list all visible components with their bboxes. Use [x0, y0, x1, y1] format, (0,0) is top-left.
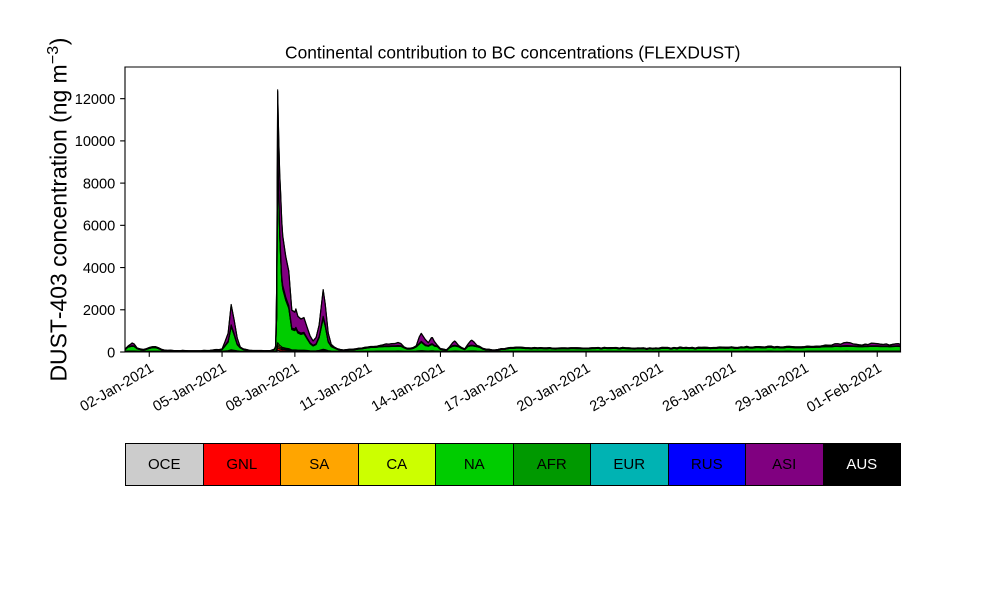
svg-text:20-Jan-2021: 20-Jan-2021: [514, 360, 593, 415]
svg-text:10000: 10000: [75, 134, 116, 150]
svg-text:Continental contribution to BC: Continental contribution to BC concentra…: [285, 43, 740, 63]
svg-text:23-Jan-2021: 23-Jan-2021: [587, 360, 666, 415]
svg-text:08-Jan-2021: 08-Jan-2021: [223, 360, 302, 415]
svg-text:05-Jan-2021: 05-Jan-2021: [150, 360, 229, 415]
svg-text:2000: 2000: [83, 303, 115, 319]
svg-text:26-Jan-2021: 26-Jan-2021: [660, 360, 739, 415]
svg-text:29-Jan-2021: 29-Jan-2021: [733, 360, 812, 415]
svg-text:01-Feb-2021: 01-Feb-2021: [804, 360, 884, 416]
svg-text:6000: 6000: [83, 219, 115, 235]
svg-text:14-Jan-2021: 14-Jan-2021: [369, 360, 448, 415]
svg-text:17-Jan-2021: 17-Jan-2021: [442, 360, 521, 415]
svg-text:11-Jan-2021: 11-Jan-2021: [297, 360, 375, 414]
svg-text:D U S T: D U S T - 4 0 3 c o n c e n t r a t i o …: [38, 31, 72, 381]
svg-text:02-Jan-2021: 02-Jan-2021: [78, 360, 157, 415]
svg-text:12000: 12000: [75, 92, 116, 108]
svg-text:8000: 8000: [83, 176, 115, 192]
svg-text:0: 0: [107, 345, 115, 361]
svg-text:4000: 4000: [83, 261, 115, 277]
